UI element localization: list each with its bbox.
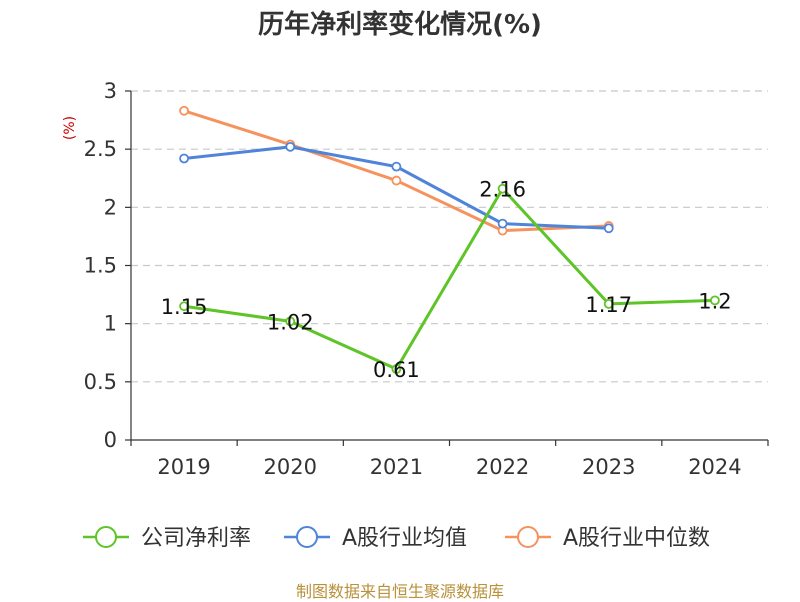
data-label: 2.16 <box>479 178 526 202</box>
data-label: 1.02 <box>267 310 314 334</box>
x-tick-label: 2019 <box>157 455 210 479</box>
series-line <box>183 187 715 371</box>
data-point <box>497 218 508 229</box>
x-tick-label: 2023 <box>582 455 635 479</box>
x-tick-label: 2021 <box>370 455 423 479</box>
y-tick-label: 2 <box>104 195 117 219</box>
grid-lines <box>131 90 768 383</box>
axes: 0 0.5 1 1.5 2 2.5 3 2019 2020 2021 2022 2023 2024 <box>84 79 769 479</box>
data-point <box>285 316 296 327</box>
x-tick-label: 2022 <box>476 455 529 479</box>
legend-label: 公司净利率 <box>141 526 251 551</box>
data-source-note: 制图数据来自恒生聚源数据库 <box>295 582 504 601</box>
legend-marker-icon <box>296 526 318 548</box>
legend-label: A股行业中位数 <box>563 526 710 551</box>
data-point <box>179 105 189 116</box>
legend-label: A股行业均值 <box>342 526 467 551</box>
data-point <box>391 175 402 186</box>
series-line <box>183 145 609 230</box>
data-label: 0.61 <box>373 358 420 382</box>
legend-marker-icon <box>517 526 539 548</box>
data-label: 1.17 <box>585 293 632 317</box>
y-axis-label: (%) <box>62 116 78 140</box>
y-tick-label: 0 <box>104 428 117 452</box>
data-label: 1.15 <box>161 295 208 319</box>
data-point <box>179 301 189 312</box>
legend-marker-icon <box>95 526 117 548</box>
data-point <box>497 183 508 194</box>
series-layer: 1.15 1.02 0.61 2.16 1.17 1.2 <box>161 105 732 382</box>
data-point <box>391 364 402 374</box>
x-tick-label: 2020 <box>264 455 317 479</box>
y-tick-label: 2.5 <box>84 137 117 161</box>
data-point <box>603 298 614 309</box>
y-tick-label: 3 <box>104 79 117 103</box>
y-tick-label: 0.5 <box>84 370 117 394</box>
data-point <box>710 295 720 306</box>
data-point <box>285 141 296 152</box>
y-tick-label: 1.5 <box>84 254 117 278</box>
data-point <box>391 161 402 172</box>
legend: 公司净利率 A股行业均值 A股行业中位数 <box>83 526 710 551</box>
data-label: 1.2 <box>698 289 731 313</box>
data-point <box>179 153 189 164</box>
chart-title: 历年净利率变化情况(%) <box>258 9 542 40</box>
data-point <box>603 223 614 234</box>
x-tick-label: 2024 <box>688 455 741 479</box>
y-tick-label: 1 <box>104 312 117 336</box>
